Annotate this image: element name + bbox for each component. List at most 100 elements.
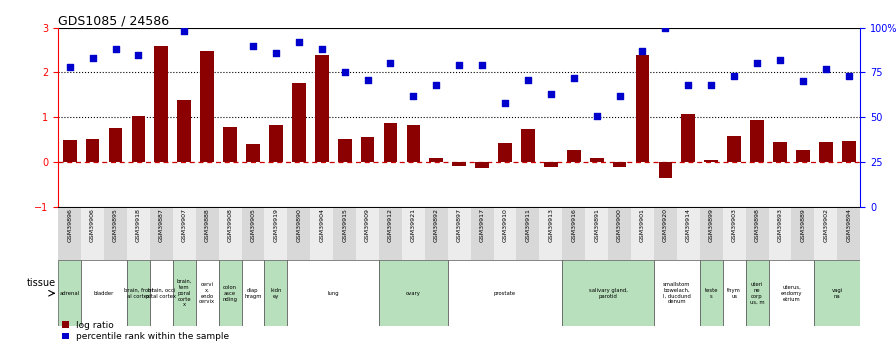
Text: GSM39920: GSM39920 — [663, 208, 668, 242]
Bar — [613, 162, 626, 167]
Bar — [704, 160, 718, 162]
Bar — [563, 260, 654, 326]
Bar — [750, 120, 764, 162]
Bar — [814, 207, 837, 260]
Text: GSM39915: GSM39915 — [342, 208, 347, 242]
Text: uterus,
endomy
etrium: uterus, endomy etrium — [780, 285, 802, 302]
Bar — [837, 207, 860, 260]
Bar — [242, 207, 264, 260]
Bar — [425, 207, 448, 260]
Bar — [773, 142, 787, 162]
Text: GSM39889: GSM39889 — [800, 208, 806, 242]
Text: bladder: bladder — [94, 291, 115, 296]
Bar — [223, 127, 237, 162]
Bar — [132, 116, 145, 162]
Bar — [498, 143, 512, 162]
Point — [635, 48, 650, 54]
Bar — [585, 207, 608, 260]
Text: vagi
na: vagi na — [831, 288, 843, 299]
Point — [200, 16, 214, 21]
Text: diap
hragm: diap hragm — [245, 288, 262, 299]
Text: GSM39896: GSM39896 — [67, 208, 73, 242]
Text: brain, front
al cortex: brain, front al cortex — [124, 288, 153, 299]
Bar — [723, 260, 745, 326]
Text: colon
asce
nding: colon asce nding — [222, 285, 237, 302]
Bar — [654, 260, 700, 326]
Text: GSM39906: GSM39906 — [90, 208, 95, 242]
Bar — [769, 207, 791, 260]
Point — [452, 62, 467, 68]
Bar — [700, 260, 723, 326]
Point — [383, 61, 398, 66]
Bar — [242, 260, 264, 326]
Bar — [769, 260, 814, 326]
Point — [659, 25, 673, 30]
Point — [108, 46, 123, 52]
Bar — [292, 83, 306, 162]
Bar — [745, 260, 769, 326]
Text: GSM39904: GSM39904 — [319, 208, 324, 242]
Bar — [563, 207, 585, 260]
Bar — [82, 260, 127, 326]
Bar — [383, 123, 397, 162]
Text: uteri
ne
corp
us, m: uteri ne corp us, m — [750, 282, 764, 304]
Text: brain,
tem
poral
corte
x: brain, tem poral corte x — [177, 279, 192, 307]
Text: kidn
ey: kidn ey — [271, 288, 281, 299]
Text: GSM39911: GSM39911 — [525, 208, 530, 242]
Bar — [475, 162, 489, 168]
Bar — [567, 150, 581, 162]
Bar — [659, 162, 672, 178]
Bar — [654, 207, 676, 260]
Bar — [195, 260, 219, 326]
Text: GSM39897: GSM39897 — [457, 208, 461, 242]
Bar — [631, 207, 654, 260]
Bar — [219, 207, 242, 260]
Point — [131, 52, 145, 57]
Text: GSM39902: GSM39902 — [823, 208, 828, 242]
Point — [841, 73, 856, 79]
Bar — [264, 260, 288, 326]
Bar — [470, 207, 494, 260]
Point — [590, 113, 604, 118]
Point — [772, 57, 788, 63]
Text: cervi
x,
endo
cervix: cervi x, endo cervix — [199, 282, 215, 304]
Text: GSM39890: GSM39890 — [297, 208, 301, 242]
Bar — [728, 136, 741, 162]
Bar — [219, 260, 242, 326]
Text: GSM39892: GSM39892 — [434, 208, 439, 242]
Bar — [429, 158, 444, 162]
Text: GSM39901: GSM39901 — [640, 208, 645, 242]
Point — [292, 39, 306, 45]
Point — [360, 77, 375, 82]
Bar — [796, 150, 810, 162]
Bar — [494, 207, 516, 260]
Text: teste
s: teste s — [704, 288, 718, 299]
Bar — [150, 207, 173, 260]
Bar — [127, 260, 150, 326]
Text: ovary: ovary — [406, 291, 421, 296]
Text: GSM39899: GSM39899 — [709, 208, 714, 242]
Point — [704, 82, 719, 88]
Bar — [448, 260, 563, 326]
Point — [727, 73, 741, 79]
Point — [750, 61, 764, 66]
Text: thym
us: thym us — [728, 288, 741, 299]
Text: brain, occi
pital cortex: brain, occi pital cortex — [146, 288, 177, 299]
Text: GSM39891: GSM39891 — [594, 208, 599, 242]
Point — [223, 10, 237, 16]
Bar — [333, 207, 356, 260]
Point — [177, 28, 192, 34]
Point — [429, 82, 444, 88]
Bar — [700, 207, 723, 260]
Text: GSM39918: GSM39918 — [136, 208, 141, 242]
Bar — [791, 207, 814, 260]
Bar — [521, 129, 535, 162]
Text: GSM39916: GSM39916 — [572, 208, 576, 242]
Text: GSM39887: GSM39887 — [159, 208, 164, 242]
Bar — [246, 144, 260, 162]
Point — [269, 50, 283, 56]
Bar — [288, 207, 310, 260]
Text: GSM39900: GSM39900 — [617, 208, 622, 242]
Point — [566, 75, 581, 81]
Bar — [814, 260, 860, 326]
